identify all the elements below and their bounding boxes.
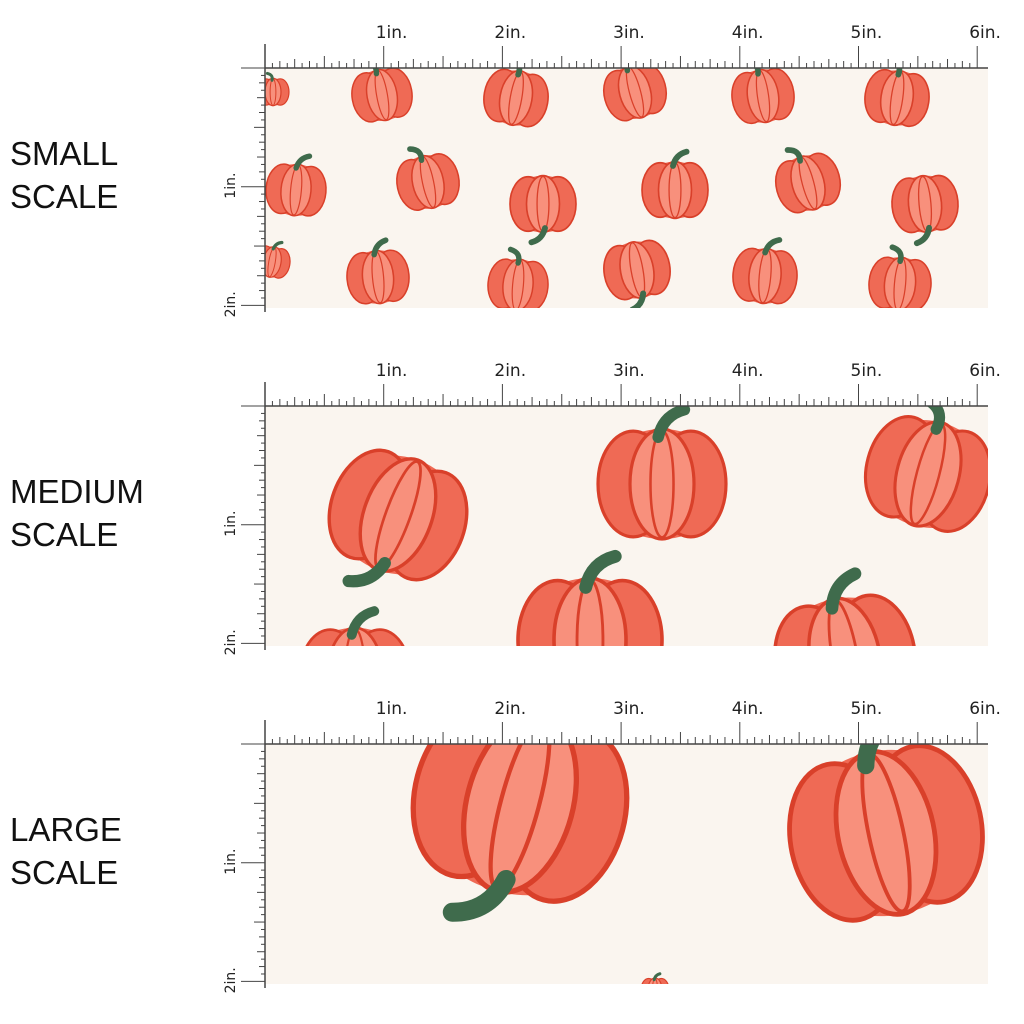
pumpkin-icon (732, 237, 798, 305)
ruler-h-label: 4in. (732, 699, 764, 719)
pumpkin-icon (483, 68, 549, 128)
pumpkin-icon (641, 148, 709, 220)
ruler-h-label: 4in. (732, 23, 764, 43)
ruler-h-label: 5in. (851, 23, 883, 43)
pumpkin-icon (410, 744, 630, 922)
ruler-h-label: 1in. (376, 23, 408, 43)
ruler-h-label: 2in. (494, 361, 526, 381)
pumpkin-icon (774, 147, 842, 214)
ruler-h-label: 5in. (851, 699, 883, 719)
ruler-h-label: 1in. (376, 361, 408, 381)
small-scale-label-line2: SCALE (10, 178, 119, 215)
pumpkin-icon (346, 237, 410, 305)
ruler-v-label: 1in. (223, 511, 239, 537)
pumpkin-icon (863, 406, 988, 533)
pumpkin-icon (641, 972, 669, 984)
ruler-h-label: 2in. (494, 699, 526, 719)
ruler-h-label: 1in. (376, 699, 408, 719)
pumpkin-icon (596, 406, 728, 541)
small-scale-swatch: 1in. 2in. 3in. 4in. 5in. 6in. 1in. 2in. (223, 23, 1001, 317)
medium-scale-label-line1: MEDIUM (10, 473, 144, 510)
large-scale-label-line2: SCALE (10, 854, 119, 891)
medium-scale-swatch: 1in. 2in. 3in. 4in. 5in. 6in. 1in. 2in. (223, 361, 1001, 655)
ruler-h-label: 5in. (851, 361, 883, 381)
pumpkin-icon (509, 174, 577, 246)
pumpkin-icon (602, 68, 668, 122)
pumpkin-icon (516, 549, 664, 646)
pumpkin-pattern (410, 744, 985, 984)
ruler-v-label: 1in. (223, 849, 239, 875)
pumpkin-icon (787, 744, 985, 923)
small-scale-label: SMALL SCALE (10, 132, 118, 218)
pumpkin-icon (327, 448, 469, 588)
pumpkin-icon (351, 68, 413, 123)
ruler-h-label: 6in. (969, 23, 1001, 43)
pumpkin-icon (265, 71, 290, 107)
large-scale-swatch: 1in. 2in. 3in. 4in. 5in. 6in. 1in. 2in. (223, 699, 1001, 993)
ruler-h-label: 6in. (969, 361, 1001, 381)
pumpkin-pattern (265, 68, 959, 308)
pumpkin-icon (773, 567, 917, 646)
ruler-h-label: 3in. (613, 699, 645, 719)
pumpkin-icon (487, 246, 549, 308)
ruler-v-label: 2in. (223, 967, 239, 993)
ruler-v-label: 2in. (223, 291, 239, 317)
pumpkin-icon (891, 174, 959, 247)
ruler-h-label: 4in. (732, 361, 764, 381)
ruler-h-label: 3in. (613, 361, 645, 381)
medium-scale-label-line2: SCALE (10, 516, 119, 553)
ruler-h-label: 3in. (613, 23, 645, 43)
pumpkin-icon (603, 239, 671, 308)
small-scale-label-line1: SMALL (10, 135, 119, 172)
ruler-v-label: 1in. (223, 173, 239, 199)
medium-scale-label: MEDIUM SCALE (10, 470, 144, 556)
ruler-h-label: 6in. (969, 699, 1001, 719)
pumpkin-icon (265, 153, 327, 217)
pumpkin-pattern (305, 406, 988, 646)
pumpkin-icon (731, 68, 795, 125)
pumpkin-icon (265, 240, 291, 279)
pumpkin-icon (864, 68, 930, 128)
ruler-v-label: 2in. (223, 629, 239, 655)
ruler-h-label: 2in. (494, 23, 526, 43)
pumpkin-icon (868, 244, 932, 308)
large-scale-label: LARGE SCALE (10, 808, 122, 894)
large-scale-label-line1: LARGE (10, 811, 122, 848)
pumpkin-icon (396, 146, 460, 211)
pumpkin-icon (305, 606, 405, 646)
